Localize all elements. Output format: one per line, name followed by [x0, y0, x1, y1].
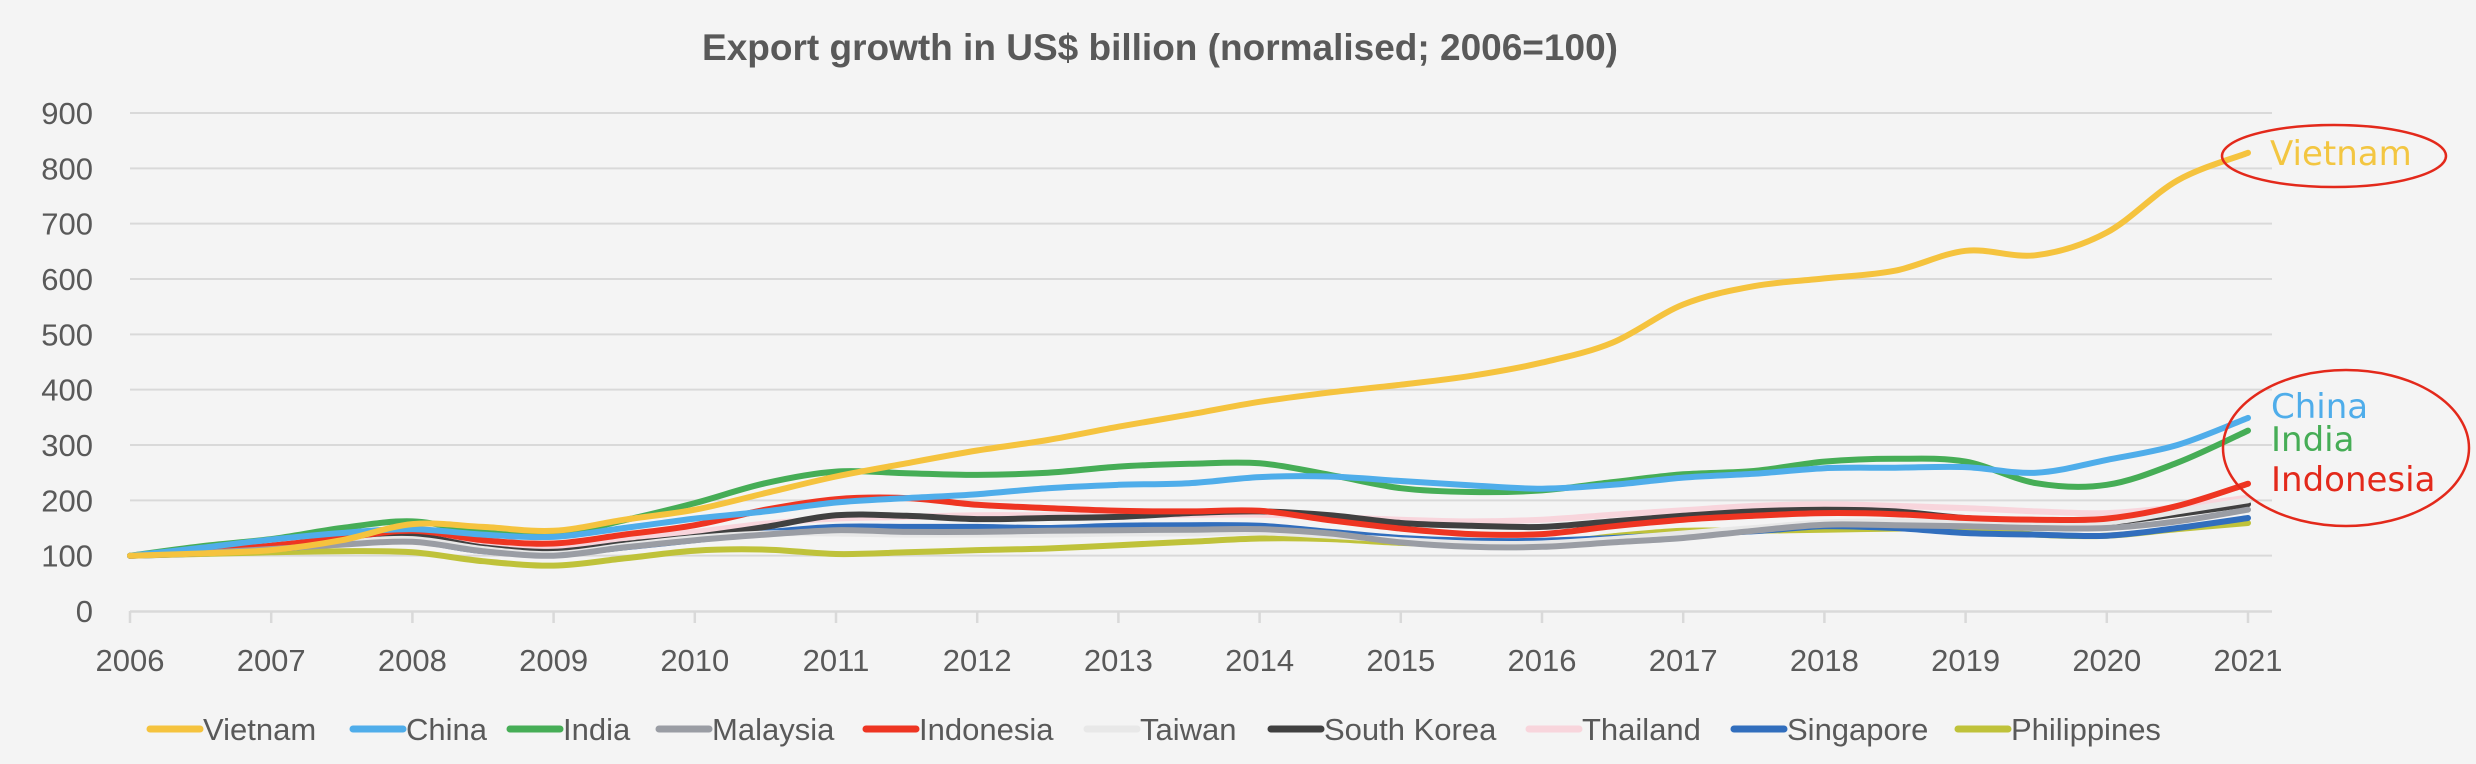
annotation-china: China: [2271, 387, 2368, 427]
y-tick-label: 0: [76, 594, 93, 629]
x-axis-ticks: 2006 2007 2008 2009 2010 2011 2012 2013 2014 2015…: [96, 611, 2283, 678]
y-tick-label: 600: [41, 262, 93, 297]
x-tick-label: 2015: [1366, 643, 1435, 678]
annotation-indonesia: Indonesia: [2271, 460, 2435, 500]
x-tick-label: 2006: [96, 643, 165, 678]
legend-item-indonesia[interactable]: Indonesia: [862, 712, 1054, 747]
x-tick-label: 2011: [803, 643, 870, 678]
x-tick-label: 2007: [237, 643, 306, 678]
china-india-indonesia-highlight-ellipse: [2221, 368, 2471, 528]
y-tick-label: 400: [41, 373, 93, 408]
x-tick-label: 2021: [2214, 643, 2283, 678]
legend-item-india[interactable]: India: [506, 712, 631, 747]
x-tick-label: 2013: [1084, 643, 1153, 678]
series-line-china: [127, 414, 2251, 559]
x-tick-label: 2010: [660, 643, 729, 678]
vietnam-highlight-ellipse: [2220, 123, 2448, 189]
x-tick-label: 2008: [378, 643, 447, 678]
legend-label: Indonesia: [919, 712, 1054, 747]
annotation-vietnam: Vietnam: [2270, 134, 2412, 174]
legend-label: Thailand: [1582, 712, 1701, 747]
legend-label: India: [563, 712, 631, 747]
legend-item-singapore[interactable]: Singapore: [1730, 712, 1928, 747]
series-lines: [127, 149, 2251, 569]
y-tick-label: 100: [41, 539, 93, 574]
legend-item-south-korea[interactable]: South Korea: [1267, 712, 1497, 747]
series-line-vietnam: [127, 149, 2251, 559]
legend: Vietnam China India Malaysia Indonesia Taiwan…: [146, 712, 2161, 747]
legend-item-china[interactable]: China: [349, 712, 488, 747]
annotation-india: India: [2271, 420, 2354, 460]
x-tick-label: 2017: [1649, 643, 1718, 678]
y-axis-tick-labels: 0 100 200 300 400 500 600 700 800 900: [41, 96, 93, 629]
legend-label: Malaysia: [712, 712, 835, 747]
legend-item-taiwan[interactable]: Taiwan: [1083, 712, 1237, 747]
y-tick-label: 300: [41, 428, 93, 463]
legend-item-philippines[interactable]: Philippines: [1954, 712, 2161, 747]
legend-label: Vietnam: [203, 712, 316, 747]
y-tick-label: 800: [41, 151, 93, 186]
legend-label: Singapore: [1787, 712, 1928, 747]
legend-item-malaysia[interactable]: Malaysia: [655, 712, 835, 747]
annotations: Vietnam China India Indonesia: [2220, 123, 2471, 528]
y-tick-label: 900: [41, 96, 93, 131]
x-tick-label: 2018: [1790, 643, 1859, 678]
series-line-malaysia: [127, 506, 2251, 559]
series-line-indonesia: [127, 480, 2251, 559]
x-tick-label: 2012: [943, 643, 1012, 678]
legend-label: South Korea: [1324, 712, 1497, 747]
gridlines: [130, 112, 2272, 557]
legend-label: Philippines: [2011, 712, 2161, 747]
x-tick-label: 2009: [519, 643, 588, 678]
legend-item-vietnam[interactable]: Vietnam: [146, 712, 316, 747]
x-tick-label: 2019: [1931, 643, 2000, 678]
y-tick-label: 200: [41, 483, 93, 518]
x-tick-label: 2020: [2072, 643, 2141, 678]
legend-label: China: [406, 712, 488, 747]
y-tick-label: 500: [41, 317, 93, 352]
x-tick-label: 2016: [1508, 643, 1577, 678]
legend-item-thailand[interactable]: Thailand: [1525, 712, 1701, 747]
legend-label: Taiwan: [1140, 712, 1237, 747]
y-tick-label: 700: [41, 207, 93, 242]
chart-title: Export growth in US$ billion (normalised…: [702, 27, 1618, 68]
x-tick-label: 2014: [1225, 643, 1294, 678]
